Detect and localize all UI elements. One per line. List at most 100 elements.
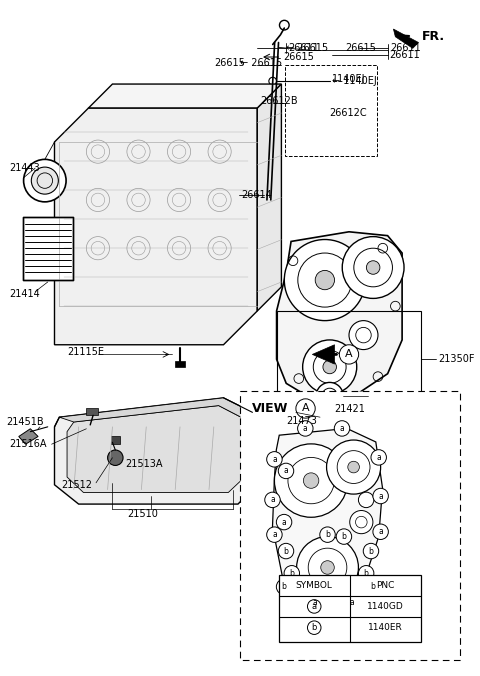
Text: 26611: 26611 — [390, 50, 420, 60]
Text: ← 26615: ← 26615 — [240, 58, 282, 68]
Circle shape — [31, 167, 59, 194]
Circle shape — [308, 600, 321, 613]
Circle shape — [297, 537, 359, 598]
Bar — [110, 437, 120, 444]
Circle shape — [320, 527, 335, 542]
Circle shape — [278, 463, 294, 479]
Text: b: b — [282, 582, 287, 592]
Text: a: a — [312, 598, 317, 607]
Text: A: A — [302, 404, 310, 414]
Bar — [23, 217, 73, 280]
Circle shape — [108, 450, 123, 466]
Circle shape — [350, 510, 373, 533]
Polygon shape — [257, 84, 281, 311]
Text: b: b — [325, 530, 330, 539]
Circle shape — [373, 488, 388, 504]
Circle shape — [342, 237, 404, 298]
Circle shape — [284, 566, 300, 581]
Text: 21516A: 21516A — [9, 439, 47, 450]
Text: a: a — [303, 424, 308, 433]
Circle shape — [344, 594, 360, 610]
Circle shape — [371, 450, 386, 465]
Text: a: a — [272, 455, 277, 464]
Circle shape — [298, 420, 313, 436]
Bar — [86, 408, 98, 415]
Text: 26614: 26614 — [241, 190, 272, 200]
Text: a: a — [270, 496, 275, 504]
Text: 21451B: 21451B — [6, 417, 44, 427]
Circle shape — [349, 320, 378, 349]
Polygon shape — [19, 429, 38, 444]
Polygon shape — [88, 84, 281, 108]
Circle shape — [366, 261, 380, 274]
Text: b: b — [289, 569, 294, 578]
Circle shape — [359, 492, 374, 508]
Circle shape — [278, 544, 294, 559]
Text: 1140GD: 1140GD — [367, 602, 404, 611]
Text: 21414: 21414 — [9, 289, 40, 299]
Text: 21513A: 21513A — [125, 458, 163, 468]
Circle shape — [267, 452, 282, 467]
Text: a: a — [349, 598, 354, 607]
Text: 21350F: 21350F — [438, 354, 474, 364]
Circle shape — [365, 579, 381, 594]
Circle shape — [303, 340, 357, 394]
Text: 26611: 26611 — [288, 43, 319, 53]
Text: 21421: 21421 — [335, 404, 365, 414]
Text: 26615: 26615 — [345, 43, 376, 53]
Text: b: b — [284, 547, 288, 556]
Circle shape — [275, 444, 348, 517]
Text: a: a — [378, 527, 383, 536]
Text: 21443: 21443 — [9, 163, 40, 173]
Bar — [240, 391, 460, 660]
Text: 21115E: 21115E — [67, 347, 104, 358]
Text: 26615: 26615 — [214, 58, 245, 68]
Circle shape — [373, 524, 388, 539]
Text: A: A — [345, 349, 353, 360]
Circle shape — [336, 529, 352, 544]
Text: b: b — [371, 582, 375, 592]
Text: ← 1140EJ: ← 1140EJ — [332, 76, 376, 86]
Bar — [276, 311, 421, 408]
Circle shape — [303, 473, 319, 488]
Circle shape — [321, 560, 334, 574]
Text: 21473: 21473 — [286, 416, 317, 426]
Polygon shape — [60, 398, 252, 422]
Circle shape — [265, 492, 280, 508]
Circle shape — [24, 160, 66, 202]
Polygon shape — [67, 406, 245, 493]
Text: b: b — [341, 532, 347, 541]
Polygon shape — [394, 29, 419, 48]
Circle shape — [292, 408, 300, 416]
Text: 26612C: 26612C — [330, 108, 367, 118]
Text: 26611: 26611 — [391, 43, 421, 53]
Text: a: a — [376, 453, 381, 462]
Text: 26615: 26615 — [283, 52, 314, 62]
Text: VIEW: VIEW — [252, 402, 288, 415]
Circle shape — [276, 579, 292, 594]
Text: 1140EJ: 1140EJ — [332, 74, 365, 84]
Polygon shape — [55, 398, 257, 504]
Bar — [278, 575, 421, 642]
Circle shape — [363, 544, 379, 559]
Text: FR.: FR. — [421, 30, 444, 43]
Polygon shape — [55, 108, 257, 345]
Circle shape — [348, 461, 360, 473]
Circle shape — [334, 420, 350, 436]
Text: a: a — [284, 466, 288, 475]
Text: b: b — [364, 569, 369, 578]
Circle shape — [267, 527, 282, 542]
Circle shape — [316, 383, 343, 410]
Polygon shape — [312, 345, 335, 364]
Circle shape — [308, 621, 321, 635]
Text: 26612B: 26612B — [260, 97, 298, 106]
Polygon shape — [273, 429, 383, 602]
Circle shape — [323, 360, 336, 374]
Circle shape — [326, 440, 381, 494]
Circle shape — [339, 345, 359, 364]
Text: 1140ER: 1140ER — [368, 623, 403, 632]
Text: a: a — [378, 491, 383, 500]
Text: 21512: 21512 — [61, 480, 92, 490]
Circle shape — [276, 514, 292, 530]
Circle shape — [284, 239, 365, 320]
